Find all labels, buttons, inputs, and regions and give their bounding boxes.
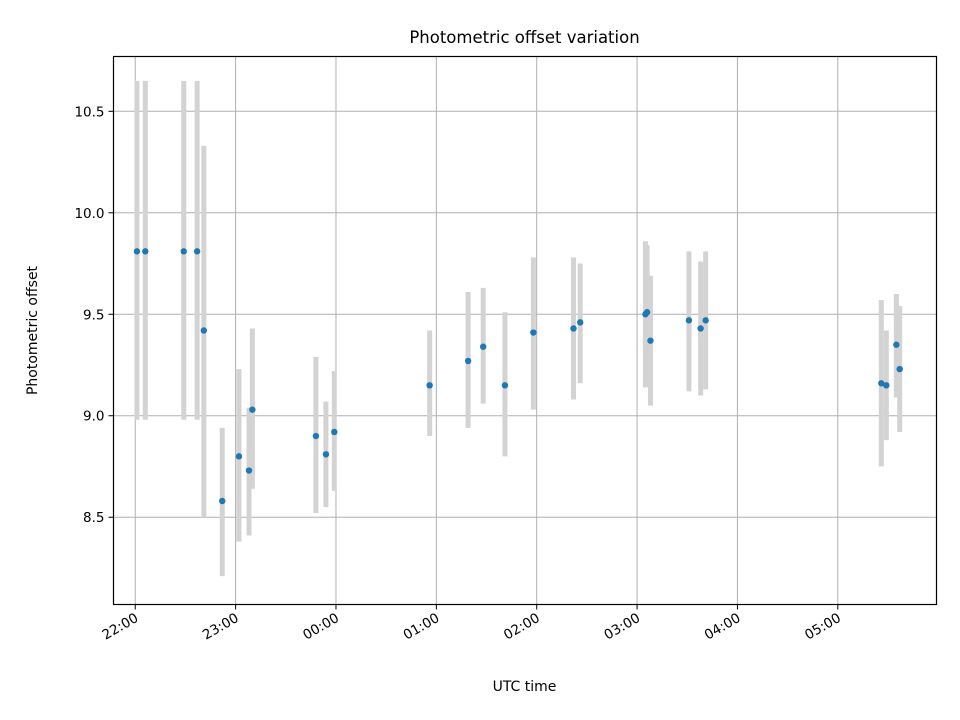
data-point xyxy=(180,248,187,255)
data-point xyxy=(331,428,338,436)
data-point xyxy=(501,382,509,389)
data-point xyxy=(647,337,654,344)
data-point xyxy=(643,309,651,316)
data-point xyxy=(219,497,226,505)
chart-title: Photometric offset variation xyxy=(409,28,639,47)
data-point xyxy=(426,382,433,389)
data-point xyxy=(249,406,256,413)
plot-frame xyxy=(112,55,938,606)
data-point xyxy=(685,317,693,324)
data-point xyxy=(235,453,243,460)
data-point xyxy=(200,327,208,334)
y-tick-label: 8.5 xyxy=(83,510,104,526)
data-points xyxy=(133,248,903,505)
data-point xyxy=(245,467,253,474)
data-point xyxy=(312,432,320,440)
data-point xyxy=(322,451,330,458)
data-point xyxy=(697,325,704,332)
data-point xyxy=(570,325,577,332)
data-point xyxy=(896,365,903,373)
x-axis-label: UTC time xyxy=(493,679,557,695)
data-point xyxy=(464,357,472,365)
data-point xyxy=(702,317,709,324)
data-point xyxy=(142,248,149,255)
data-point xyxy=(883,382,890,389)
y-axis-label: Photometric offset xyxy=(25,265,41,395)
y-tick-label: 10.5 xyxy=(74,104,104,120)
y-tick-label: 9.0 xyxy=(83,409,104,425)
data-point xyxy=(133,248,141,255)
data-point xyxy=(893,341,900,348)
data-point xyxy=(878,380,885,387)
data-point xyxy=(530,329,537,336)
y-tick-label: 9.5 xyxy=(83,307,104,323)
y-tick-label: 10.0 xyxy=(74,206,104,222)
y-axis: 8.5 9.0 9.5 10.0 10.5 xyxy=(74,104,114,526)
data-point xyxy=(577,319,584,326)
data-point xyxy=(193,248,201,255)
data-point xyxy=(479,343,487,350)
